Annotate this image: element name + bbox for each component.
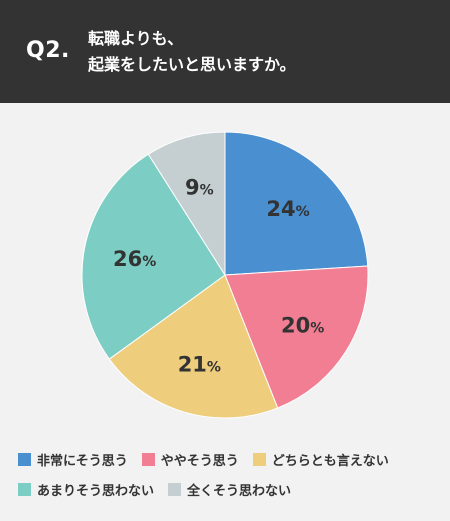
legend-label-4: あまりそう思わない [37,483,155,499]
slice-label-unit-4: % [142,254,156,270]
legend-item-4: あまりそう思わない [18,480,154,499]
legend-label-3: どちらとも言えない [271,453,389,469]
legend-item-2: ややそう思う [141,450,239,469]
slice-label-unit-5: % [200,183,214,199]
legend-item-1: 非常にそう思う [18,450,128,469]
legend-row-2: あまりそう思わない 全くそう思わない [18,474,438,504]
pie-slice-2 [224,265,369,409]
slice-label-unit-3: % [207,359,221,375]
legend-swatch-4 [18,482,31,496]
legend-row-1: 非常にそう思う ややそう思う どちらとも言えない [18,444,438,474]
legend-swatch-1 [18,452,31,466]
legend-swatch-3 [252,452,266,466]
legend-item-3: どちらとも言えない [252,450,389,469]
question-title-line1: 転職よりも、 [88,29,184,48]
slice-label-unit-2: % [310,320,324,336]
legend-swatch-5 [168,482,182,496]
legend-label-5: 全くそう思わない [187,483,292,499]
question-number: Q2. [26,38,70,63]
pie-slice-4 [81,153,226,360]
pie-slice-3 [108,274,279,419]
legend-label-1: 非常にそう思う [37,453,128,469]
legend-swatch-2 [141,452,155,466]
question-header: Q2. 転職よりも、 起業をしたいと思いますか。 [0,0,450,103]
legend-label-2: ややそう思う [160,453,239,469]
pie-chart-area: 24% 20% 21% 26% 9% [0,103,450,433]
legend-item-5: 全くそう思わない [168,480,291,499]
pie-chart: 24%20%21%26%9% [81,131,369,419]
chart-legend: 非常にそう思う ややそう思う どちらとも言えない あまりそう思わない 全くそう思… [18,444,438,504]
pie-slice-5 [147,131,226,277]
question-title-line2: 起業をしたいと思いますか。 [88,55,296,74]
pie-slice-1 [224,131,369,276]
slice-label-5: 9% [185,176,214,200]
slice-label-unit-1: % [296,204,310,220]
question-title: 転職よりも、 起業をしたいと思いますか。 [88,26,428,78]
